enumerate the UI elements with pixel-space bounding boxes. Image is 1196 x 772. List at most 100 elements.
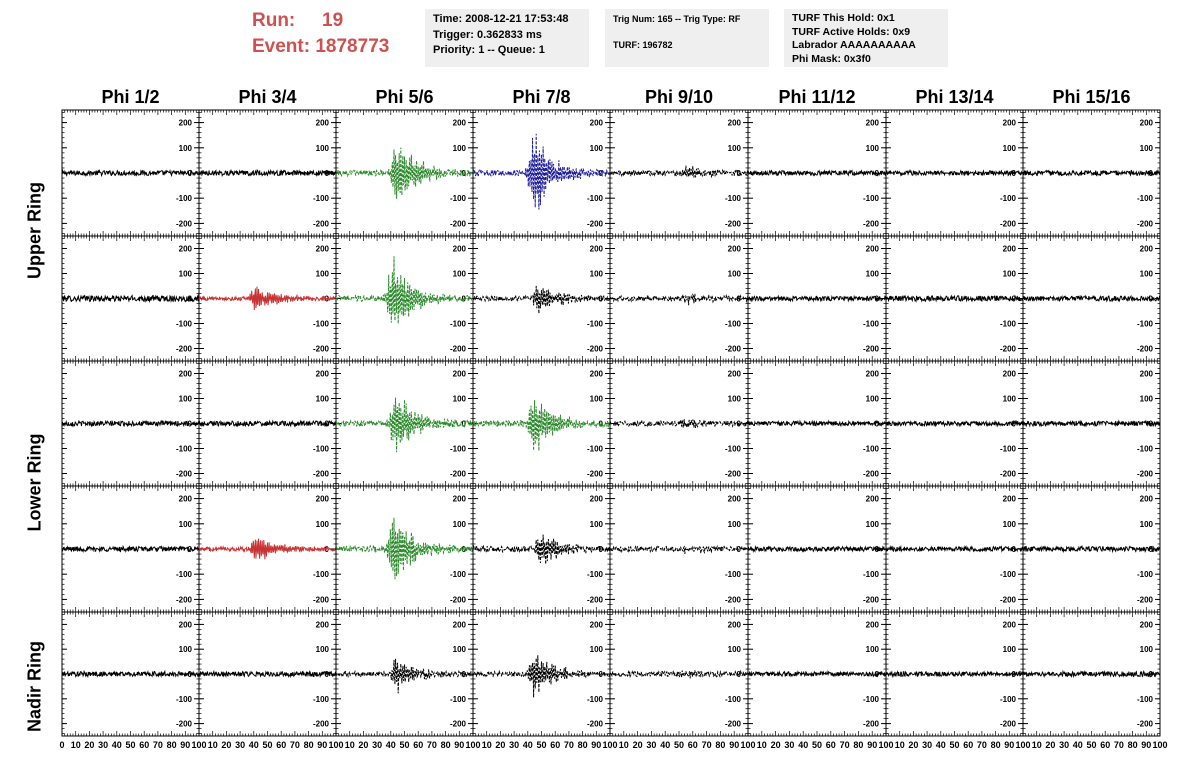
y-tick-label: 0: [599, 545, 604, 554]
y-tick-label: -100: [176, 445, 193, 454]
run-label: Run:: [252, 10, 296, 31]
y-tick-label: -100: [313, 570, 330, 579]
y-tick-label: 100: [1003, 144, 1017, 153]
waveform-line: [885, 294, 1024, 303]
event-value: 1878773: [315, 36, 390, 57]
panel-r2-c8: 200 100 0 -100 -200: [1022, 235, 1161, 362]
y-tick-label: -100: [725, 320, 742, 329]
priority-line: Priority: 1 -- Queue: 1: [433, 44, 545, 56]
y-tick-label: 100: [316, 520, 330, 529]
phi-label-8: Phi 15/16: [1052, 87, 1131, 107]
trigger-line: Trigger: 0.362833 ms: [433, 28, 542, 41]
panel-r4-c3: 200 100 0 -100 -200: [335, 485, 474, 613]
y-tick-label: 200: [728, 370, 742, 379]
y-tick-label: -200: [450, 470, 467, 479]
y-tick-label: 0: [462, 169, 467, 178]
y-tick-label: 100: [728, 520, 742, 529]
y-tick-label: 200: [1003, 370, 1017, 379]
waveform-line: [609, 165, 749, 179]
y-tick-label: -200: [176, 345, 193, 354]
y-tick-label: 100: [316, 395, 330, 404]
y-tick-label: 100: [866, 270, 880, 279]
panel-r1-c3: 200 100 0 -100 -200: [335, 109, 474, 237]
y-tick-label: -200: [1000, 345, 1017, 354]
y-tick-label: 200: [1003, 245, 1017, 254]
waveform-line: [61, 293, 200, 304]
y-tick-label: 200: [866, 495, 880, 504]
y-tick-label: 0: [875, 420, 880, 429]
y-tick-label: 200: [316, 119, 330, 128]
waveform-line: [335, 256, 474, 324]
y-tick-label: -200: [863, 345, 880, 354]
y-tick-label: -200: [863, 219, 880, 228]
y-tick-label: 0: [1012, 420, 1017, 429]
waveform-line: [335, 397, 474, 453]
y-tick-label: 200: [453, 119, 467, 128]
y-tick-label: -200: [587, 345, 604, 354]
y-tick-label: 200: [453, 370, 467, 379]
y-tick-label: -100: [863, 320, 880, 329]
y-tick-label: -200: [725, 595, 742, 604]
y-tick-label: -100: [176, 320, 193, 329]
y-tick-label: -100: [587, 445, 604, 454]
y-tick-label: -200: [1000, 470, 1017, 479]
y-tick-label: 100: [728, 144, 742, 153]
y-tick-label: 200: [866, 245, 880, 254]
y-tick-label: -200: [450, 219, 467, 228]
y-tick-label: -200: [1000, 219, 1017, 228]
phi-label-1: Phi 1/2: [101, 87, 160, 107]
turf-line: TURF: 196782: [613, 40, 673, 50]
y-tick-label: 200: [866, 119, 880, 128]
waveform-line: [1022, 419, 1161, 428]
time-line: Time: 2008-12-21 17:53:48: [433, 13, 569, 25]
y-tick-label: -100: [1137, 194, 1154, 203]
trig-num-line: Trig Num: 165 -- Trig Type: RF: [613, 14, 741, 24]
y-tick-label: -200: [725, 470, 742, 479]
y-tick-label: -100: [1137, 445, 1154, 454]
y-tick-label: -200: [450, 595, 467, 604]
y-tick-label: -100: [450, 445, 467, 454]
y-tick-label: -200: [1137, 219, 1154, 228]
y-tick-label: 200: [179, 119, 193, 128]
waveform-line: [335, 147, 474, 199]
waveform-line: [609, 419, 749, 428]
y-tick-label: 100: [866, 395, 880, 404]
waveform-line: [472, 133, 611, 210]
phi-label-5: Phi 9/10: [644, 87, 714, 107]
y-tick-label: 200: [866, 370, 880, 379]
waveform-line: [1022, 168, 1161, 177]
y-tick-label: 200: [728, 495, 742, 504]
y-tick-label: 200: [179, 245, 193, 254]
panel-r4-c5: 200 100 0 -100 -200: [609, 485, 749, 613]
panel-r3-c7: 200 100 0 -100 -200: [885, 360, 1024, 487]
y-tick-label: 200: [316, 370, 330, 379]
waveform-line: [609, 544, 749, 554]
y-tick-label: 200: [316, 495, 330, 504]
y-tick-label: 200: [728, 245, 742, 254]
waveform-line: [747, 294, 887, 303]
y-tick-label: -100: [450, 194, 467, 203]
y-tick-label: -100: [863, 445, 880, 454]
y-tick-label: -100: [725, 194, 742, 203]
y-tick-label: 100: [866, 520, 880, 529]
event-label: Event:: [252, 36, 311, 57]
y-tick-label: 200: [590, 245, 604, 254]
waveform-line: [61, 419, 200, 428]
y-tick-label: 100: [1140, 270, 1154, 279]
y-tick-label: -100: [725, 570, 742, 579]
time-info-box: Time: 2008-12-21 17:53:48 Trigger: 0.362…: [425, 9, 589, 67]
waveform-line: [885, 419, 1024, 428]
y-tick-label: 200: [453, 495, 467, 504]
y-tick-label: -100: [176, 194, 193, 203]
y-tick-label: 100: [179, 144, 193, 153]
